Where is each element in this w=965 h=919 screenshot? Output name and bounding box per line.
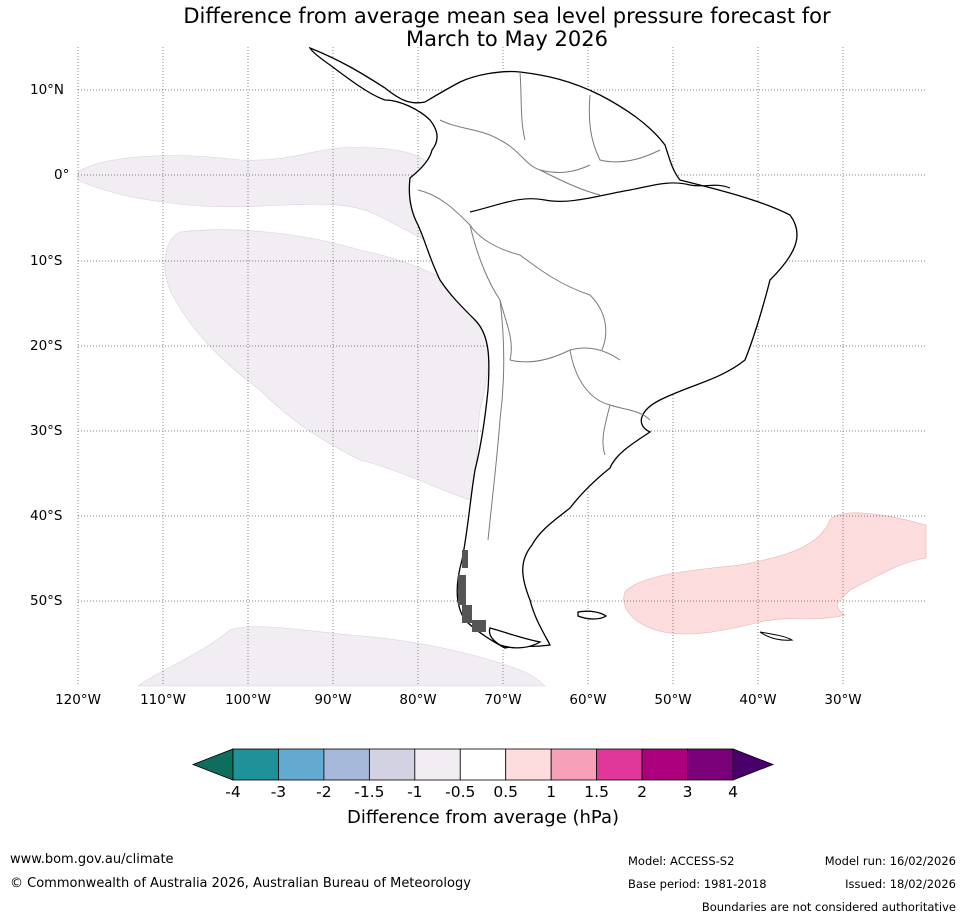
model-run-text: Model run: 16/02/2026 xyxy=(824,854,956,868)
south-america-landmass xyxy=(308,46,798,649)
title-line-2: March to May 2026 xyxy=(406,27,608,51)
colorbar-tick-label: -2 xyxy=(316,783,332,801)
model-text: Model: ACCESS-S2 xyxy=(628,854,735,868)
colorbar-tick-label: 3 xyxy=(682,783,693,801)
anomaly-region-south-atlantic-positive xyxy=(623,512,927,635)
lon-label-110w: 110°W xyxy=(140,692,186,708)
colorbar-swatch xyxy=(687,748,734,781)
anomaly-region-southern-ocean xyxy=(137,626,546,687)
title-line-1: Difference from average mean sea level p… xyxy=(183,4,831,28)
lon-label-90w: 90°W xyxy=(314,692,352,708)
colorbar-tick-label: 1.5 xyxy=(584,783,609,801)
south-georgia xyxy=(759,631,794,641)
map-title: Difference from average mean sea level p… xyxy=(0,5,965,51)
lat-label-50s: 50°S xyxy=(30,593,63,609)
colorbar-tick-label: -3 xyxy=(270,783,287,801)
colorbar-extend-high xyxy=(732,748,775,781)
copyright-text: © Commonwealth of Australia 2026, Austra… xyxy=(10,876,471,891)
colorbar-tick-label: 4 xyxy=(728,783,738,801)
colorbar-swatch xyxy=(232,748,279,781)
base-period-text: Base period: 1981-2018 xyxy=(628,877,767,891)
lon-label-70w: 70°W xyxy=(484,692,522,708)
colorbar-tick-label: 1 xyxy=(546,783,557,801)
colorbar-swatch xyxy=(278,748,325,781)
colorbar xyxy=(191,748,775,781)
lon-label-50w: 50°W xyxy=(654,692,692,708)
colorbar-label: Difference from average (hPa) xyxy=(346,807,620,828)
colorbar-tick-label: 0.5 xyxy=(493,783,519,801)
lat-label-10n: 10°N xyxy=(30,82,65,98)
lon-label-40w: 40°W xyxy=(739,692,777,708)
tierra-del-fuego xyxy=(488,627,542,649)
colorbar-tick-label: -1.5 xyxy=(354,783,385,801)
falkland-islands xyxy=(577,610,608,620)
colorbar-swatch xyxy=(368,748,416,781)
colorbar-swatch xyxy=(596,748,643,781)
colorbar-tick-label: -1 xyxy=(407,783,423,801)
lon-label-120w: 120°W xyxy=(55,692,101,708)
colorbar-swatch xyxy=(414,748,461,781)
colorbar-swatch xyxy=(505,748,552,781)
amazon-river xyxy=(469,182,731,213)
issued-text: Issued: 18/02/2026 xyxy=(845,877,956,891)
national-boundaries xyxy=(417,71,661,541)
lat-label-10s: 10°S xyxy=(30,253,63,269)
colorbar-swatch xyxy=(550,748,598,781)
lon-label-60w: 60°W xyxy=(569,692,607,708)
lat-label-40s: 40°S xyxy=(30,508,63,524)
chilean-archipelago xyxy=(458,550,486,632)
lat-label-30s: 30°S xyxy=(30,423,63,439)
lat-label-0: 0° xyxy=(54,167,70,183)
lat-label-20s: 20°S xyxy=(30,338,63,354)
lon-label-80w: 80°W xyxy=(399,692,437,708)
colorbar-swatch xyxy=(459,748,507,781)
colorbar-tick-label: -4 xyxy=(225,783,241,801)
colorbar-swatch xyxy=(641,748,688,781)
website-link[interactable]: www.bom.gov.au/climate xyxy=(10,852,174,867)
anomaly-region-east-pacific-equatorial xyxy=(77,147,441,246)
lon-label-100w: 100°W xyxy=(225,692,271,708)
lon-label-30w: 30°W xyxy=(824,692,862,708)
colorbar-tick-label: 2 xyxy=(637,783,648,801)
colorbar-extend-low xyxy=(191,748,234,781)
colorbar-swatch xyxy=(323,748,370,781)
colorbar-tick-label: -0.5 xyxy=(445,783,476,801)
disclaimer-text: Boundaries are not considered authoritat… xyxy=(701,900,956,914)
